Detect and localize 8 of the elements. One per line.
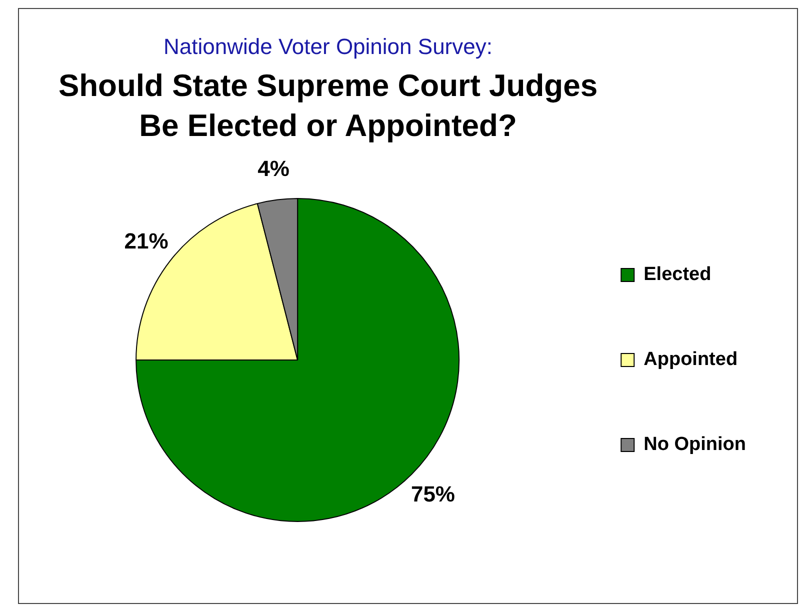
data-label: 21% bbox=[124, 228, 168, 254]
data-label: 75% bbox=[410, 481, 455, 506]
legend-label: No Opinion bbox=[644, 434, 746, 456]
chart-subtitle: Nationwide Voter Opinion Survey: bbox=[162, 34, 494, 60]
data-label: 4% bbox=[258, 156, 290, 182]
chart-title: Should State Supreme Court Judges Be Elected or Appointed? bbox=[57, 67, 599, 145]
legend-label: Elected bbox=[644, 264, 712, 286]
legend-label: Appointed bbox=[644, 349, 738, 370]
